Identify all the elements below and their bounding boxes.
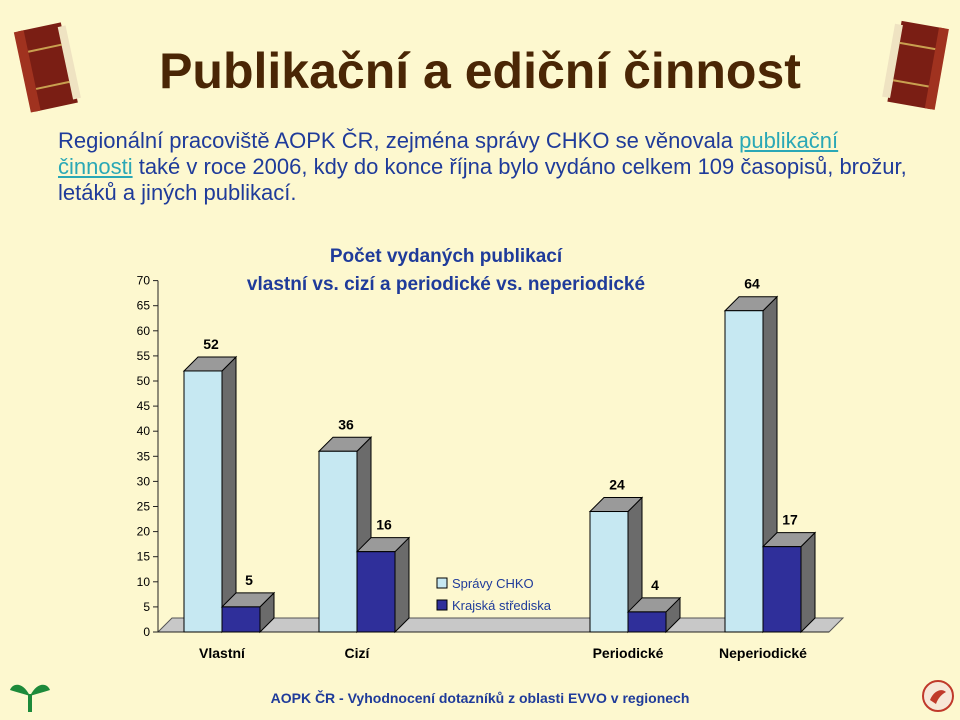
bar	[183, 370, 223, 633]
y-tick-label: 40	[137, 424, 151, 438]
bar-side	[394, 536, 410, 634]
data-label: 5	[245, 572, 253, 588]
footer-text: AOPK ČR - Vyhodnocení dotazníků z oblast…	[270, 690, 690, 706]
chart-subtitle: vlastní vs. cizí a periodické vs. neperi…	[247, 274, 645, 295]
publications-link[interactable]: publikační činnosti	[58, 128, 839, 179]
y-tick-label: 65	[137, 299, 151, 313]
y-tick-label: 35	[137, 449, 151, 463]
legend-swatch	[436, 599, 448, 611]
y-tick-label: 25	[137, 500, 151, 514]
y-tick-label: 70	[137, 274, 151, 288]
bar	[356, 551, 396, 633]
x-tick-label: Vlastní	[199, 645, 246, 661]
bar	[627, 611, 667, 633]
intro-text-start: Regionální pracoviště AOPK ČR, zejména s…	[58, 128, 740, 153]
data-label: 4	[651, 577, 659, 593]
data-label: 24	[609, 477, 625, 493]
data-label: 52	[203, 336, 219, 352]
intro-text-end: také v roce 2006, kdy do konce října byl…	[58, 154, 907, 205]
y-tick-label: 5	[143, 600, 150, 614]
bar	[318, 450, 358, 633]
plant-logo-icon	[10, 684, 50, 712]
bar	[221, 606, 261, 633]
y-tick-label: 0	[143, 625, 150, 639]
y-tick-label: 60	[137, 324, 151, 338]
bar-side	[800, 531, 816, 634]
book-icon	[882, 20, 949, 110]
y-tick-label: 30	[137, 474, 151, 488]
page-title: Publikační a ediční činnost	[159, 43, 801, 99]
y-tick-label: 10	[137, 575, 151, 589]
intro-paragraph: Regionální pracoviště AOPK ČR, zejména s…	[58, 128, 918, 206]
x-tick-label: Cizí	[345, 645, 371, 661]
legend-label: Krajská střediska	[452, 598, 552, 613]
y-tick-label: 15	[137, 550, 151, 564]
x-tick-label: Neperiodické	[719, 645, 807, 661]
bar	[589, 511, 629, 633]
y-tick-label: 55	[137, 349, 151, 363]
data-label: 17	[782, 512, 798, 528]
bar-side	[221, 355, 237, 634]
data-label: 36	[338, 416, 354, 432]
chart-title: Počet vydaných publikací	[330, 246, 563, 267]
data-label: 64	[744, 276, 760, 292]
x-tick-label: Periodické	[593, 645, 664, 661]
book-icon	[13, 22, 81, 113]
legend-label: Správy CHKO	[452, 576, 534, 591]
bird-logo-icon	[922, 680, 954, 712]
y-tick-label: 20	[137, 525, 151, 539]
y-tick-label: 45	[137, 399, 151, 413]
bar	[724, 310, 764, 633]
legend-swatch	[436, 577, 448, 589]
data-label: 16	[376, 517, 392, 533]
bar	[762, 546, 802, 633]
y-tick-label: 50	[137, 374, 151, 388]
